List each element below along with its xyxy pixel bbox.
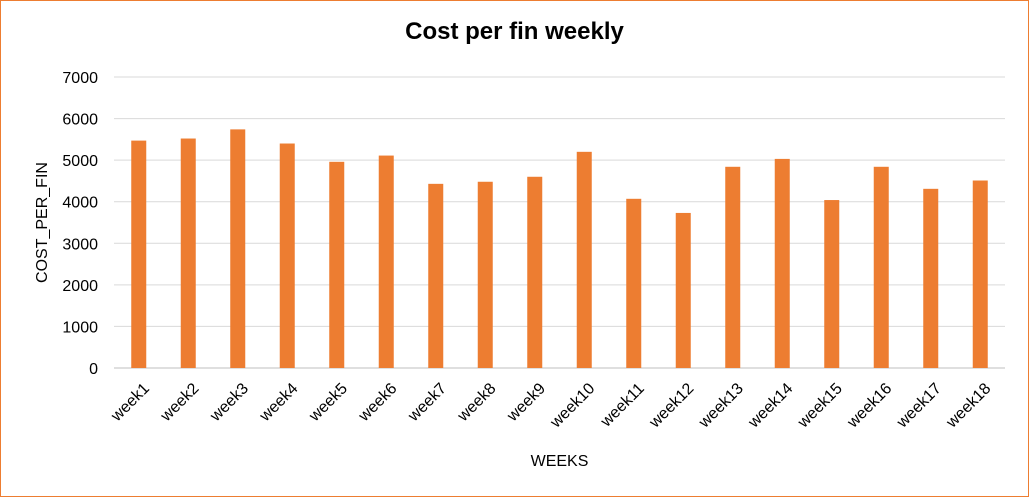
y-tick-label: 0 — [89, 361, 98, 378]
bar-week7 — [428, 183, 444, 368]
x-tick-label: week6 — [355, 380, 401, 426]
bar-week5 — [329, 161, 345, 368]
x-tick-label: week1 — [108, 380, 154, 426]
x-tick-label: week3 — [207, 380, 253, 426]
x-tick-label: week7 — [405, 380, 451, 426]
y-tick-label: 1000 — [62, 319, 98, 336]
bar-week15 — [824, 200, 840, 368]
x-tick-label: week17 — [893, 380, 945, 432]
bar-week10 — [576, 151, 592, 368]
bar-week4 — [279, 143, 295, 368]
bar-week8 — [477, 181, 493, 368]
bar-week1 — [131, 140, 147, 368]
y-axis-title: COST_PER_FIN — [34, 162, 51, 283]
chart-title: Cost per fin weekly — [405, 18, 624, 45]
gridlines — [114, 76, 1005, 369]
x-tick-label: week8 — [454, 380, 500, 426]
bar-week12 — [675, 212, 691, 368]
x-tick-label: week5 — [306, 380, 352, 426]
bar-week3 — [230, 129, 246, 368]
x-tick-label: week15 — [794, 380, 846, 432]
y-tick-label: 6000 — [62, 112, 98, 129]
x-tick-label: week12 — [646, 380, 698, 432]
x-tick-label: week18 — [943, 380, 995, 432]
x-axis-ticks: week1 week2 week3 week4 week5 week6 week7 week8… — [108, 380, 995, 432]
y-tick-label: 4000 — [62, 195, 98, 212]
bar-week14 — [774, 158, 790, 368]
y-tick-label: 3000 — [62, 236, 98, 253]
x-tick-label: week2 — [157, 380, 203, 426]
x-tick-label: week4 — [256, 380, 302, 426]
x-tick-label: week9 — [504, 380, 550, 426]
x-tick-label: week16 — [844, 380, 896, 432]
bar-week16 — [873, 166, 889, 368]
y-tick-label: 7000 — [62, 70, 98, 87]
bar-week9 — [527, 176, 543, 368]
x-tick-label: week11 — [597, 380, 648, 431]
bar-week13 — [725, 166, 741, 368]
bar-week6 — [378, 155, 394, 368]
x-tick-label: week10 — [547, 380, 599, 432]
bar-week18 — [972, 180, 988, 368]
y-axis-ticks: 0 1000 2000 3000 4000 5000 6000 7000 — [62, 70, 98, 378]
x-axis-title: WEEKS — [531, 453, 589, 470]
bars — [131, 129, 988, 368]
bar-week17 — [923, 188, 939, 368]
x-tick-label: week14 — [745, 380, 797, 432]
y-tick-label: 5000 — [62, 153, 98, 170]
bar-week11 — [626, 198, 642, 368]
bar-week2 — [180, 138, 196, 368]
y-tick-label: 2000 — [62, 278, 98, 295]
x-tick-label: week13 — [695, 380, 747, 432]
